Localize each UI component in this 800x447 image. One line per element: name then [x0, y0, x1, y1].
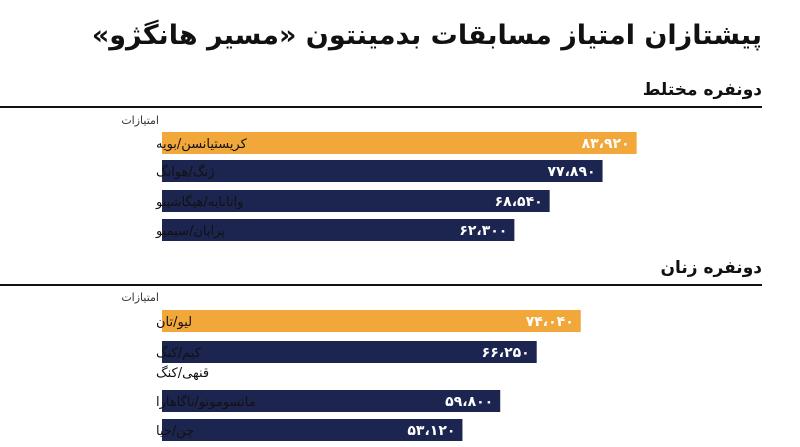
bar-0-2: [162, 190, 550, 212]
bar-category-label-0-2: واتانابه/هیگاشینو: [155, 194, 243, 210]
bar-value-label-1-1: ۶۶،۲۵۰: [482, 345, 530, 361]
section-divider-women: [0, 284, 762, 286]
bar-value-label-0-2: ۶۸،۵۴۰: [495, 194, 543, 210]
bar-0-1: [162, 160, 603, 182]
value-header-women: امتیازات: [121, 291, 159, 304]
bar-category-label-0-0: کریستیانسن/بویه: [156, 137, 248, 152]
bar-1-1: [162, 341, 537, 363]
section-title-women: دونفره زنان: [660, 258, 762, 278]
bar-category-label-0-3: پراپان/سیمیو: [155, 224, 225, 239]
section-divider-mixed: [0, 106, 762, 108]
bar-1-3: [162, 419, 463, 441]
chart-title: پیشتازان امتیاز مسابقات بدمینتون «مسیر ه…: [91, 20, 762, 51]
bar-category-label-1-3: چن/جیا: [156, 424, 194, 439]
value-header-mixed: امتیازات: [121, 114, 159, 127]
bar-0-3: [162, 219, 515, 241]
bar-value-label-1-0: ۷۴،۰۴۰: [526, 314, 574, 330]
bar-value-label-1-3: ۵۳،۱۲۰: [407, 423, 455, 439]
bar-category-label-1-2: ماتسوموتو/ناگاهارا: [156, 394, 256, 410]
bar-value-label-1-2: ۵۹،۸۰۰: [445, 394, 493, 410]
bar-value-label-0-3: ۶۲،۳۰۰: [459, 223, 507, 239]
bar-value-label-0-1: ۷۷،۸۹۰: [547, 164, 595, 180]
bar-value-label-0-0: ۸۳،۹۲۰: [582, 136, 630, 152]
bar-category-label-1-0: لیو/تان: [156, 315, 192, 330]
bar-0-0: [162, 132, 637, 154]
bar-1-0: [162, 310, 581, 332]
bar-category-label-0-1: ژنگ/هوانگ: [156, 164, 214, 180]
bar-1-2: [162, 390, 501, 412]
bar-category-label-1-1: کیم/کنگ قنهی/کنگ: [156, 345, 209, 381]
section-title-mixed: دونفره مختلط: [642, 80, 762, 100]
